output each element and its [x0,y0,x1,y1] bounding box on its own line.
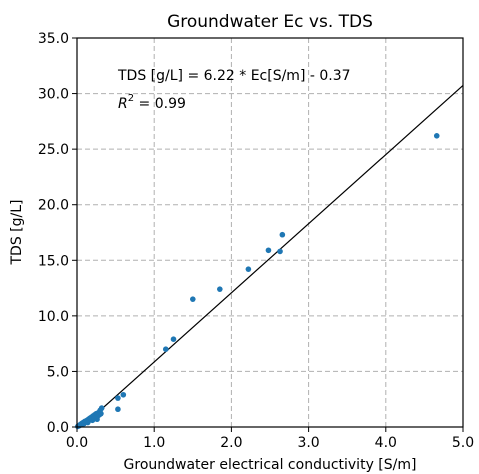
x-tick-label: 2.0 [220,435,242,451]
data-point [277,248,283,255]
data-point [245,266,252,272]
y-tick-label: 0.0 [47,420,69,436]
chart-title: Groundwater Ec vs. TDS [167,12,373,32]
r-value: = 0.99 [134,96,186,112]
y-tick-label: 20.0 [38,198,69,214]
data-point [98,410,104,417]
y-tick-label: 5.0 [47,364,69,380]
x-tick-label: 1.0 [143,435,165,451]
r-symbol: R [118,96,128,112]
y-ticks: 0.0 5.0 10.0 15.0 20.0 25.0 30.0 35.0 [38,31,77,436]
data-point [98,405,105,411]
fit-line-layer [81,85,464,428]
data-point [279,231,286,238]
data-point [162,346,169,353]
x-axis-label: Groundwater electrical conductivity [S/m… [124,457,417,473]
data-point [217,286,223,292]
data-point [170,336,177,342]
data-point [115,406,121,413]
data-point [115,395,121,401]
y-tick-label: 35.0 [38,31,69,47]
data-point [265,247,272,254]
annotation-r-squared: R2 = 0.99 [118,93,186,112]
y-tick-label: 25.0 [38,142,69,158]
y-tick-label: 30.0 [38,87,69,103]
data-point [120,391,127,398]
x-tick-label: 4.0 [375,435,397,451]
x-tick-label: 5.0 [452,435,474,451]
x-tick-label: 3.0 [297,435,319,451]
plot-frame [76,37,464,428]
y-tick-label: 10.0 [38,309,69,325]
data-point [190,296,196,302]
r-exponent: 2 [128,93,134,104]
data-points-layer [74,133,440,430]
y-tick-label: 15.0 [38,253,69,269]
annotation-equation: TDS [g/L] = 6.22 * Ec[S/m] - 0.37 [117,68,351,84]
data-point [433,133,440,139]
x-tick-label: 0.0 [66,435,88,451]
y-axis-label: TDS [g/L] [9,200,25,266]
regression-line [81,85,464,428]
x-ticks: 0.0 1.0 2.0 3.0 4.0 5.0 [66,427,474,451]
